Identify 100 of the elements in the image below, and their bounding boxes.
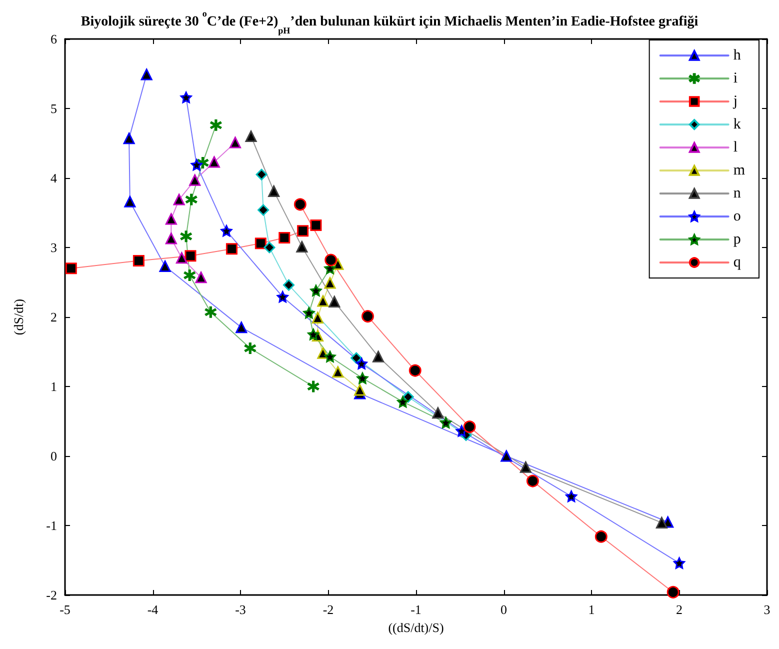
x-tick-label: -3	[235, 602, 246, 617]
point	[310, 220, 322, 232]
point	[656, 516, 668, 528]
point	[440, 416, 452, 428]
point	[328, 296, 340, 308]
y-tick-label: -2	[46, 588, 57, 602]
point	[165, 232, 177, 244]
y-tick-label: 0	[50, 448, 57, 464]
point	[180, 230, 192, 242]
point	[350, 352, 362, 364]
point	[159, 260, 171, 272]
point	[268, 185, 280, 197]
point	[180, 92, 192, 104]
point	[123, 132, 135, 144]
point	[276, 291, 288, 303]
point	[566, 490, 578, 502]
point	[124, 196, 136, 208]
legend-label: i	[733, 70, 738, 86]
y-tick-label: -1	[46, 518, 57, 533]
y-tick-label: 4	[50, 170, 58, 186]
point	[526, 474, 539, 488]
legend-label: k	[733, 116, 742, 132]
point	[278, 232, 290, 244]
point	[184, 250, 196, 262]
point	[195, 272, 207, 284]
x-tick-label: -2	[322, 602, 334, 617]
point	[236, 322, 248, 334]
x-tick-label: 1	[588, 602, 595, 617]
point	[354, 384, 366, 396]
point	[303, 307, 315, 319]
legend-label: o	[733, 208, 741, 224]
point	[226, 243, 238, 255]
point	[254, 238, 266, 250]
point	[189, 174, 201, 186]
point	[258, 204, 270, 216]
point	[666, 586, 680, 598]
point	[283, 279, 295, 291]
point	[674, 557, 685, 569]
point	[140, 68, 152, 80]
point	[176, 252, 188, 264]
point	[356, 358, 368, 370]
point	[312, 312, 324, 324]
point	[356, 372, 368, 384]
x-tick-label: 0	[500, 602, 507, 617]
point	[456, 425, 468, 437]
point	[173, 194, 185, 206]
point	[165, 213, 177, 225]
legend-label: m	[733, 162, 746, 178]
point	[432, 407, 444, 419]
point	[332, 366, 344, 378]
point	[220, 225, 232, 237]
point	[229, 136, 241, 148]
x-tick-label: -5	[60, 602, 70, 617]
point	[408, 364, 422, 377]
point	[186, 194, 198, 206]
point	[190, 159, 202, 171]
legend-label: q	[733, 254, 742, 270]
x-axis-title: ((dS/dt)/S)	[388, 620, 444, 635]
y-tick-label: 6	[50, 32, 58, 46]
point	[397, 396, 409, 408]
point	[184, 270, 196, 282]
x-tick-label: 2	[676, 602, 682, 617]
point	[65, 262, 77, 274]
y-tick-label: 3	[50, 240, 57, 255]
point	[297, 225, 309, 237]
point	[256, 168, 268, 180]
x-tick-label: -4	[147, 602, 159, 617]
legend-label: n	[733, 186, 742, 202]
point	[520, 461, 532, 473]
point	[372, 350, 384, 362]
point	[362, 310, 374, 323]
point	[264, 242, 276, 254]
x-tick-label: -1	[410, 602, 422, 617]
y-tick-label: 2	[50, 310, 57, 324]
point	[244, 342, 256, 354]
point	[308, 380, 320, 392]
y-tick-label: 1	[50, 379, 57, 394]
y-axis-title: (dS/dt)	[11, 298, 26, 336]
point	[294, 198, 306, 211]
point	[296, 241, 308, 253]
point	[317, 295, 329, 307]
point	[594, 530, 608, 543]
point	[324, 350, 336, 362]
point	[324, 277, 336, 289]
point	[310, 284, 322, 296]
point	[324, 254, 338, 266]
legend-label: p	[733, 232, 741, 248]
point	[500, 450, 512, 462]
point	[204, 306, 216, 318]
point	[132, 254, 144, 266]
point	[208, 156, 220, 168]
point	[245, 130, 257, 142]
legend-label: l	[733, 140, 738, 156]
legend-label: h	[733, 48, 742, 64]
point	[402, 391, 414, 403]
legend-label: j	[732, 94, 738, 110]
point	[210, 119, 222, 131]
y-tick-label: 5	[50, 101, 57, 116]
point	[463, 420, 476, 434]
point	[308, 328, 320, 340]
